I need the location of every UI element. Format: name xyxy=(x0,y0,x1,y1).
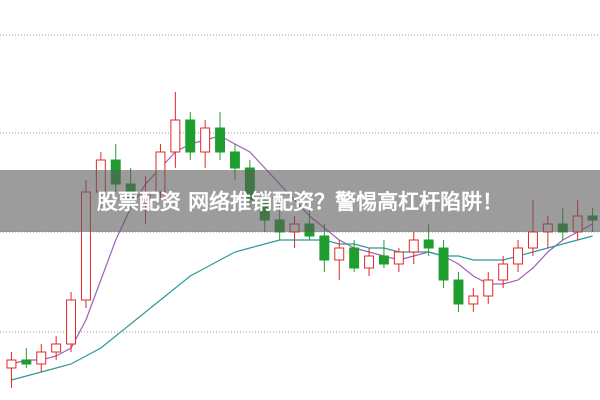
candle-body xyxy=(229,151,240,169)
marks xyxy=(6,92,598,388)
candle-body xyxy=(364,255,375,269)
candle-body xyxy=(21,359,32,365)
candle-body xyxy=(334,247,345,261)
candle-body xyxy=(438,247,449,281)
candle-body xyxy=(453,279,464,305)
candle-body xyxy=(185,119,196,153)
candle-body xyxy=(66,299,77,345)
candle-body xyxy=(513,247,524,265)
candle-body xyxy=(423,239,434,249)
banner-title: 股票配资 网络推销配资？警惕高杠杆陷阱！ xyxy=(97,190,503,214)
candle-body xyxy=(527,231,538,249)
candle-body xyxy=(408,239,419,253)
candle-body xyxy=(468,295,479,305)
candle-body xyxy=(393,251,404,265)
candle-body xyxy=(483,279,494,297)
candle-body xyxy=(349,247,360,269)
candle-body xyxy=(170,119,181,153)
candle-body xyxy=(215,127,226,153)
candle-body xyxy=(319,235,330,261)
candle-body xyxy=(36,351,47,365)
candle-body xyxy=(498,263,509,281)
banner xyxy=(0,170,600,232)
candle-body xyxy=(378,255,389,265)
moving-average-line xyxy=(11,235,593,381)
candle-body xyxy=(6,359,17,369)
candle-body xyxy=(51,343,62,353)
candle-body xyxy=(200,127,211,153)
